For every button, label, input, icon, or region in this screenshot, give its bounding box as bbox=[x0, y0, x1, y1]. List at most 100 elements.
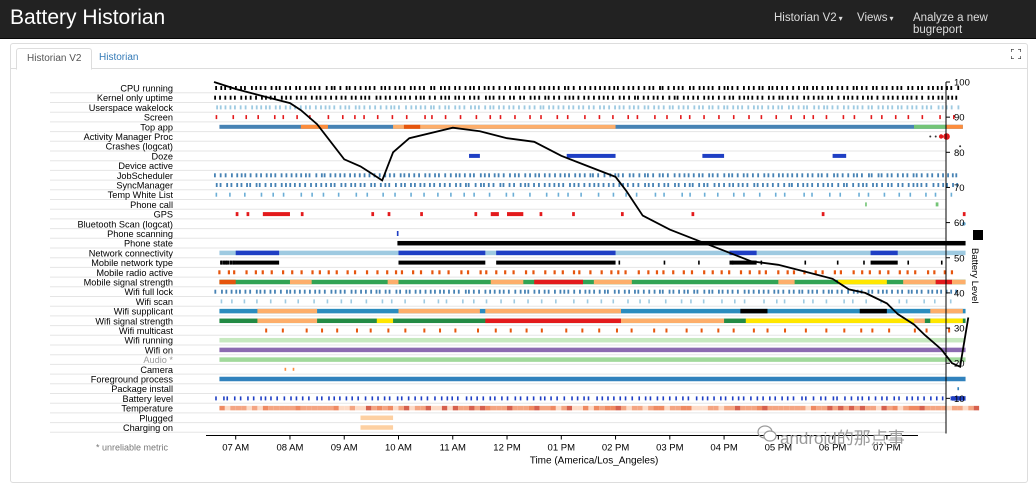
timeline-tick bbox=[839, 270, 842, 275]
timeline-tick bbox=[916, 289, 918, 294]
nav-views-menu[interactable]: Views ▾ bbox=[857, 12, 893, 24]
timeline-tick bbox=[703, 192, 706, 197]
timeline-tick bbox=[691, 183, 694, 187]
timeline-tick bbox=[827, 183, 829, 187]
timeline-tick bbox=[395, 289, 398, 294]
timeline-tick bbox=[379, 105, 382, 110]
battery-level-line bbox=[213, 81, 970, 368]
timeline-tick bbox=[682, 270, 685, 275]
timeline-tick bbox=[519, 289, 522, 294]
timeline-tick bbox=[234, 86, 237, 90]
timeline-tick bbox=[797, 183, 799, 187]
timeline-segment bbox=[311, 405, 318, 411]
timeline-tick bbox=[781, 396, 783, 401]
timeline-tick bbox=[806, 183, 809, 187]
timeline-tick bbox=[439, 183, 441, 187]
timeline-tick bbox=[219, 105, 222, 110]
timeline-segment bbox=[838, 279, 887, 285]
timeline-segment bbox=[507, 212, 524, 217]
timeline-tick bbox=[224, 95, 227, 100]
timeline-tick bbox=[758, 192, 761, 197]
timeline-segment bbox=[669, 405, 676, 411]
timeline-tick bbox=[607, 396, 609, 401]
timeline-tick bbox=[662, 105, 665, 110]
timeline-segment bbox=[881, 405, 887, 411]
timeline-tick bbox=[572, 95, 575, 100]
timeline-tick bbox=[902, 173, 904, 178]
timeline-tick bbox=[343, 289, 346, 294]
timeline-segment bbox=[230, 405, 236, 411]
timeline-tick bbox=[226, 260, 228, 265]
timeline-tick bbox=[450, 192, 452, 197]
nav-analyze-link[interactable]: Analyze a new bugreport bbox=[913, 12, 988, 36]
timeline-tick bbox=[453, 289, 456, 294]
timeline-tick bbox=[414, 183, 416, 187]
timeline-segment bbox=[610, 405, 616, 411]
timeline-segment bbox=[800, 405, 806, 411]
timeline-tick bbox=[285, 183, 287, 187]
timeline-segment bbox=[951, 405, 958, 411]
timeline-tick bbox=[407, 396, 410, 401]
timeline-tick bbox=[777, 289, 780, 294]
timeline-tick bbox=[684, 183, 686, 187]
timeline-tick bbox=[634, 289, 636, 294]
timeline-tick bbox=[544, 270, 547, 275]
timeline-tick bbox=[690, 299, 692, 304]
timeline-tick bbox=[836, 86, 839, 90]
timeline-tick bbox=[504, 86, 506, 90]
timeline-tick bbox=[762, 183, 764, 187]
timeline-tick bbox=[803, 115, 805, 120]
timeline-tick bbox=[752, 289, 755, 294]
timeline-segment bbox=[490, 405, 497, 411]
timeline-tick bbox=[774, 192, 777, 197]
timeline-tick bbox=[300, 95, 303, 100]
timeline-tick bbox=[933, 270, 936, 275]
timeline-tick bbox=[559, 173, 562, 178]
timeline-tick bbox=[867, 289, 870, 294]
timeline-tick bbox=[474, 105, 476, 110]
timeline-tick bbox=[230, 183, 233, 187]
timeline-tick bbox=[933, 299, 936, 304]
timeline-tick bbox=[358, 105, 361, 110]
timeline-tick bbox=[583, 396, 585, 401]
timeline-tick bbox=[656, 396, 659, 401]
timeline-tick bbox=[295, 95, 298, 100]
timeline-tick bbox=[465, 396, 468, 401]
timeline-tick bbox=[366, 192, 369, 197]
timeline-tick bbox=[764, 270, 767, 275]
timeline-tick bbox=[775, 299, 778, 304]
timeline-segment bbox=[648, 405, 654, 411]
nav-historian-v2-menu[interactable]: Historian V2 ▾ bbox=[774, 12, 843, 24]
timeline-tick bbox=[947, 95, 950, 100]
timeline-tick bbox=[882, 95, 885, 100]
timeline-tick bbox=[868, 270, 871, 275]
timeline-segment bbox=[626, 405, 632, 411]
timeline-tick bbox=[334, 173, 337, 178]
timeline-segment bbox=[843, 405, 849, 411]
timeline-tick bbox=[732, 105, 735, 110]
timeline-tick bbox=[466, 270, 470, 275]
timeline-tick bbox=[283, 396, 286, 401]
timeline-tick bbox=[405, 289, 408, 294]
timeline-tick bbox=[529, 192, 531, 197]
x-axis-tick-label: 12 PM bbox=[493, 443, 521, 454]
timeline-tick bbox=[662, 396, 665, 401]
timeline-tick bbox=[301, 396, 304, 401]
timeline-segment bbox=[745, 318, 914, 324]
timeline-tick bbox=[812, 95, 815, 100]
tab-historian[interactable]: Historian bbox=[99, 52, 139, 63]
timeline-tick bbox=[654, 115, 656, 120]
app-title[interactable]: Battery Historian bbox=[10, 6, 166, 29]
timeline-tick bbox=[743, 95, 746, 100]
tab-historian-v2[interactable]: Historian V2 bbox=[16, 48, 93, 70]
timeline-tick bbox=[906, 105, 909, 110]
timeline-tick bbox=[400, 183, 403, 187]
timeline-tick bbox=[861, 86, 863, 90]
timeline-tick bbox=[861, 396, 864, 401]
timeline-tick bbox=[682, 105, 685, 110]
timeline-tick bbox=[746, 173, 749, 178]
timeline-tick bbox=[886, 105, 889, 110]
timeline-tick bbox=[588, 183, 591, 187]
timeline-tick bbox=[234, 260, 236, 265]
